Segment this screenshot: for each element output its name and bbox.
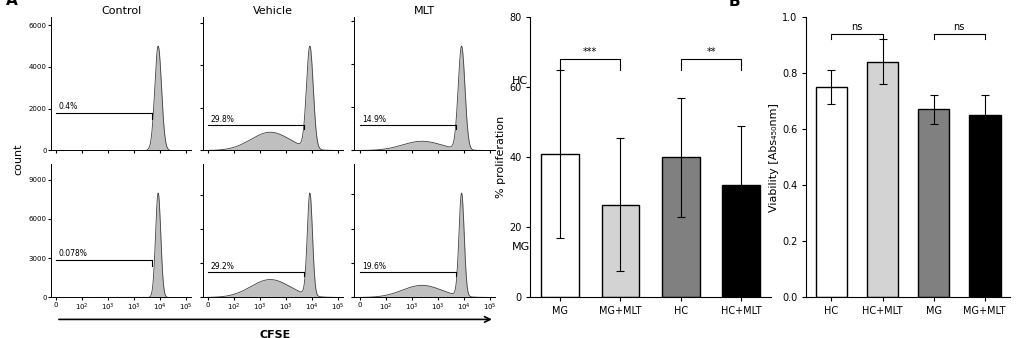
Bar	[601, 204, 639, 297]
Bar	[661, 157, 699, 297]
Bar	[721, 185, 759, 297]
Bar	[917, 110, 949, 297]
Text: 29.2%: 29.2%	[210, 262, 234, 271]
Bar	[541, 154, 578, 297]
Title: Control: Control	[101, 6, 142, 16]
Text: CFSE: CFSE	[260, 330, 290, 338]
Bar	[815, 87, 847, 297]
Bar	[866, 62, 898, 297]
Text: 29.8%: 29.8%	[210, 115, 234, 124]
Text: B: B	[729, 0, 740, 9]
Text: count: count	[13, 143, 23, 175]
Text: HC: HC	[512, 76, 528, 86]
Text: 0.4%: 0.4%	[59, 102, 78, 111]
Text: ns: ns	[953, 22, 964, 32]
Text: 0.078%: 0.078%	[59, 249, 88, 258]
Bar	[968, 115, 1000, 297]
Title: Vehicle: Vehicle	[253, 6, 292, 16]
Text: 14.9%: 14.9%	[362, 115, 386, 124]
Text: 19.6%: 19.6%	[362, 262, 386, 271]
Text: **: **	[705, 47, 715, 57]
Text: ns: ns	[851, 22, 862, 32]
Y-axis label: Viability [Abs₄₅₀nm]: Viability [Abs₄₅₀nm]	[768, 103, 779, 212]
Text: ***: ***	[583, 47, 597, 57]
Text: MG: MG	[512, 242, 530, 252]
Y-axis label: % proliferation: % proliferation	[495, 116, 505, 198]
Text: A: A	[6, 0, 17, 8]
Title: MLT: MLT	[414, 6, 435, 16]
